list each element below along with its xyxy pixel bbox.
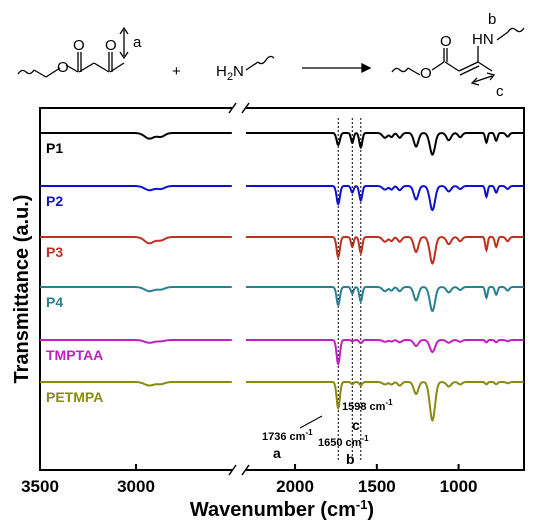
axis-break-gap bbox=[232, 104, 246, 112]
carbonyl-oxygen-1: O bbox=[73, 37, 85, 54]
reference-labels: 1736 cm-1 a 1650 cm-1 b 1598 cm-1 c bbox=[262, 398, 393, 467]
series-label-p1: P1 bbox=[46, 140, 63, 156]
spectrum-p4 bbox=[40, 286, 524, 313]
amine-h: H bbox=[216, 63, 227, 80]
spectrum-p3 bbox=[40, 236, 524, 265]
spectrum-p2 bbox=[40, 185, 524, 212]
plus-sign: + bbox=[172, 63, 181, 80]
axis-break-slash bbox=[241, 464, 250, 476]
product-carbonyl-oxygen: O bbox=[440, 33, 452, 50]
reference-value-b: 1650 cm-1 bbox=[318, 434, 369, 449]
product-ester-oxygen: O bbox=[420, 65, 432, 82]
amine-n: N bbox=[233, 63, 244, 80]
x-axis-title: Wavenumber (cm-1) bbox=[190, 497, 374, 521]
x-tick-label: 2000 bbox=[276, 477, 314, 496]
spectra bbox=[40, 132, 524, 423]
bond-label-c: c bbox=[496, 83, 504, 100]
scheme-text: O O O a + H 2 N O O HN b c bbox=[57, 11, 504, 100]
wavy-bond bbox=[257, 55, 275, 65]
spectrum-petmpa bbox=[40, 381, 524, 423]
reaction-scheme bbox=[17, 26, 525, 86]
reference-letter-c: c bbox=[352, 417, 360, 433]
wavy-bond bbox=[507, 27, 525, 33]
wavy-bond bbox=[391, 67, 409, 73]
spectrum-tmptaa bbox=[40, 338, 524, 367]
product-nh: HN bbox=[472, 31, 494, 48]
spectrum-p1 bbox=[40, 132, 524, 156]
x-tick-label: 3000 bbox=[117, 477, 155, 496]
plot-frame bbox=[39, 107, 525, 471]
ester-oxygen: O bbox=[57, 59, 69, 76]
axis-break-slash bbox=[228, 464, 237, 476]
reference-letter-a: a bbox=[273, 445, 281, 461]
series-label-p4: P4 bbox=[46, 294, 63, 310]
carbonyl-oxygen-2: O bbox=[105, 37, 117, 54]
reference-letter-b: b bbox=[346, 451, 355, 467]
axis-break-gap bbox=[232, 466, 246, 474]
series-label-p2: P2 bbox=[46, 193, 63, 209]
x-tick-label: 1500 bbox=[358, 477, 396, 496]
axis-break-slash bbox=[228, 102, 237, 114]
y-axis-title: Transmittance (a.u.) bbox=[11, 195, 33, 384]
axis-break-slash bbox=[241, 102, 250, 114]
wavy-bond bbox=[17, 69, 35, 75]
x-axis-ticks: 3500 3000 2000 1500 1000 bbox=[21, 464, 478, 496]
series-labels: P1 P2 P3 P4 TMPTAA PETMPA bbox=[46, 140, 103, 405]
series-label-tmptaa: TMPTAA bbox=[46, 347, 103, 363]
reference-lines bbox=[337, 118, 362, 462]
x-tick-label: 1000 bbox=[440, 477, 478, 496]
reference-value-c: 1598 cm-1 bbox=[342, 398, 393, 413]
x-tick-label: 3500 bbox=[21, 477, 59, 496]
series-label-petmpa: PETMPA bbox=[46, 389, 103, 405]
series-label-p3: P3 bbox=[46, 244, 63, 260]
bond-label-b: b bbox=[488, 11, 496, 28]
reference-pointer-a bbox=[299, 415, 323, 429]
ftir-chart: P1 P2 P3 P4 TMPTAA PETMPA 3500 3000 2000 1500 100… bbox=[11, 102, 525, 521]
axis-break bbox=[228, 102, 250, 476]
reference-value-a: 1736 cm-1 bbox=[262, 428, 313, 443]
bond-label-a: a bbox=[133, 34, 142, 51]
amine-subscript: 2 bbox=[227, 71, 233, 83]
